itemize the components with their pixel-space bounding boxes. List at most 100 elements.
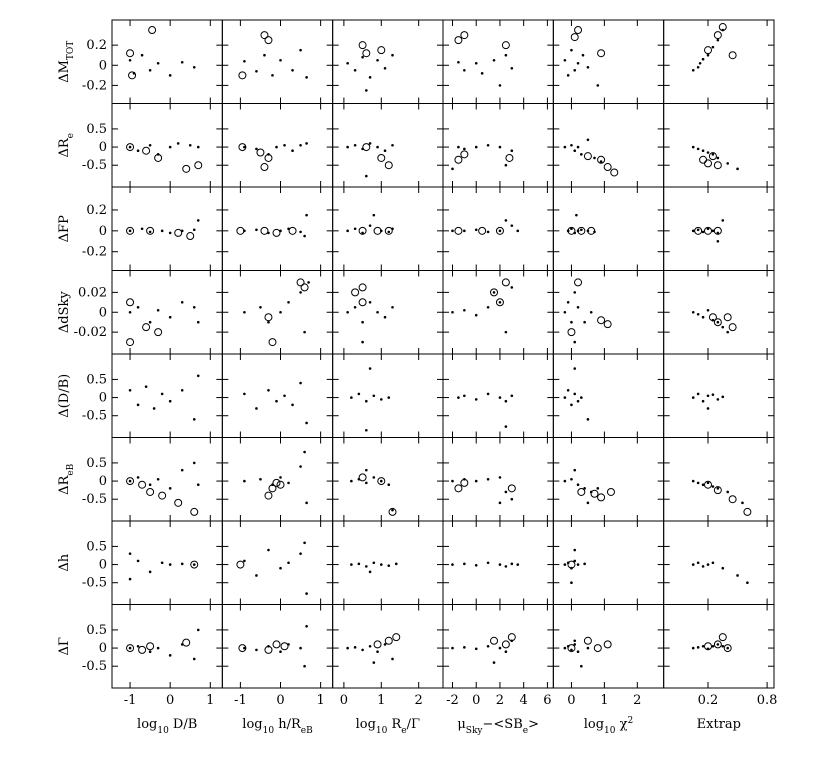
data-point (576, 61, 580, 65)
panel (442, 520, 554, 605)
outlier-point (460, 31, 469, 40)
x-tick-label: 0.8 (757, 693, 778, 708)
data-point (726, 330, 729, 334)
data-point (701, 149, 705, 152)
outlier-point (723, 644, 732, 653)
data-point (498, 563, 502, 566)
outlier-point (268, 484, 277, 493)
outlier-point (126, 143, 135, 152)
label-part: μ (457, 717, 465, 732)
data-point (570, 648, 573, 652)
data-point (391, 657, 394, 661)
panel-frame (332, 103, 444, 188)
panel (552, 353, 665, 438)
y-tick-label: 0 (99, 558, 107, 573)
data-point (307, 281, 310, 284)
data-point (287, 481, 290, 485)
data-point (570, 227, 573, 231)
data-point (160, 229, 164, 233)
data-point (576, 145, 580, 149)
outlier-point (377, 46, 386, 55)
label-part: Extrap (697, 717, 741, 732)
data-point (140, 227, 144, 231)
data-point (706, 481, 710, 485)
outlier-point (567, 328, 576, 337)
data-point (691, 563, 695, 566)
data-point (480, 72, 484, 75)
panel-frame (663, 353, 775, 438)
outlier-point (454, 155, 463, 164)
data-point (573, 367, 577, 370)
data-point (498, 501, 502, 505)
outlier-point (460, 150, 469, 159)
panel-frame (663, 103, 775, 188)
data-point (168, 74, 172, 77)
y-tick-label: 0.5 (86, 539, 107, 554)
data-point (291, 149, 294, 152)
data-point (701, 230, 705, 234)
data-point (566, 389, 570, 392)
data-point (486, 561, 490, 565)
panel-frame (442, 186, 554, 271)
panel (332, 103, 444, 188)
data-point (457, 60, 460, 64)
outlier-point (570, 33, 579, 42)
data-point (510, 394, 514, 398)
data-point (721, 566, 725, 570)
data-point (474, 61, 478, 65)
data-point (706, 53, 710, 57)
outlier-point (260, 226, 269, 235)
outlier-point (264, 313, 273, 322)
y-tick-label: 0 (99, 474, 107, 489)
data-point (391, 143, 394, 147)
outlier-point (194, 161, 203, 170)
y-axis-label: ΔReB (57, 463, 76, 495)
data-point (746, 581, 749, 585)
data-point (168, 563, 172, 566)
data-point (346, 229, 349, 233)
outlier-point (148, 26, 157, 35)
outlier-point (590, 489, 599, 498)
data-point (566, 74, 570, 77)
data-point (346, 61, 349, 65)
x-tick-label: 0 (276, 693, 284, 708)
y-tick-label: 0 (99, 224, 107, 239)
panel (332, 437, 444, 522)
data-point (716, 487, 720, 490)
data-point (563, 646, 567, 650)
data-point (504, 650, 508, 653)
data-point (691, 646, 695, 650)
panel-frame (442, 353, 554, 438)
outlier-point (358, 473, 367, 482)
data-point (504, 425, 508, 428)
x-axis-label: log10 D/B (137, 717, 197, 736)
y-tick-label: -0.5 (82, 576, 107, 591)
data-point (192, 418, 196, 421)
data-point (463, 147, 466, 151)
data-point (383, 643, 387, 646)
data-point (303, 664, 306, 668)
x-tick-label: 6 (543, 693, 551, 708)
outlier-point (574, 26, 583, 35)
data-point (357, 562, 361, 566)
panel-frame (663, 19, 775, 104)
panel-frame (663, 437, 775, 522)
panel (552, 437, 665, 522)
data-point (696, 481, 700, 485)
panel: 0.2 0.8 Extrap (663, 604, 778, 732)
data-point (287, 561, 290, 565)
outlier-point (146, 487, 155, 496)
data-point (383, 315, 387, 319)
panel (552, 19, 665, 104)
data-point (376, 58, 379, 62)
data-point (698, 61, 702, 65)
data-point (573, 392, 577, 396)
data-point (510, 224, 514, 227)
data-point (576, 650, 580, 653)
data-point (387, 230, 391, 234)
outlier-point (174, 228, 183, 237)
label-part: /Γ (407, 717, 420, 732)
data-point (474, 647, 478, 651)
x-tick-label: 4 (520, 693, 528, 708)
outlier-point (703, 159, 712, 168)
